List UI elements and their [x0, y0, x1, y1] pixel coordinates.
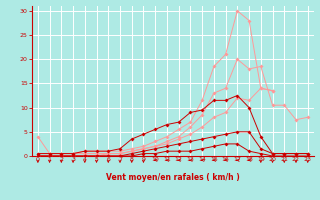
X-axis label: Vent moyen/en rafales ( km/h ): Vent moyen/en rafales ( km/h )	[106, 173, 240, 182]
